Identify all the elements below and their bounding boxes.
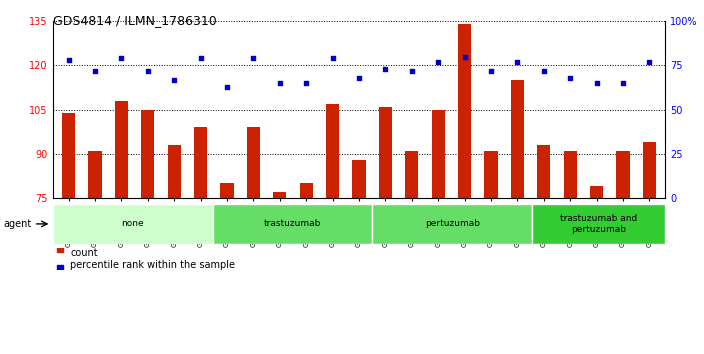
Point bbox=[512, 59, 523, 65]
Point bbox=[89, 68, 101, 74]
Point bbox=[63, 57, 75, 63]
Bar bbox=[115, 101, 128, 198]
Point bbox=[617, 80, 629, 86]
Bar bbox=[511, 80, 524, 198]
Point bbox=[353, 75, 365, 81]
Point bbox=[274, 80, 286, 86]
Bar bbox=[537, 145, 551, 198]
Point bbox=[406, 68, 417, 74]
Point bbox=[459, 54, 470, 59]
Bar bbox=[62, 113, 75, 198]
Point bbox=[54, 265, 65, 271]
Bar bbox=[532, 204, 665, 244]
Text: trastuzumab and
pertuzumab: trastuzumab and pertuzumab bbox=[560, 214, 637, 234]
Bar bbox=[353, 160, 365, 198]
Bar bbox=[220, 183, 234, 198]
Bar bbox=[432, 110, 445, 198]
Text: none: none bbox=[121, 219, 144, 228]
Text: agent: agent bbox=[4, 219, 32, 229]
Bar bbox=[484, 151, 498, 198]
Bar bbox=[326, 104, 339, 198]
Point bbox=[115, 56, 127, 61]
Bar bbox=[458, 24, 471, 198]
Point bbox=[565, 75, 576, 81]
Text: GDS4814 / ILMN_1786310: GDS4814 / ILMN_1786310 bbox=[53, 14, 217, 27]
Bar bbox=[564, 151, 577, 198]
Bar bbox=[142, 110, 154, 198]
Bar bbox=[300, 183, 313, 198]
Point bbox=[591, 80, 603, 86]
Text: count: count bbox=[70, 248, 98, 258]
Point bbox=[301, 80, 312, 86]
Bar bbox=[247, 127, 260, 198]
Point bbox=[248, 56, 259, 61]
Bar bbox=[379, 107, 392, 198]
Point bbox=[327, 56, 338, 61]
Point bbox=[380, 66, 391, 72]
Text: pertuzumab: pertuzumab bbox=[425, 219, 479, 228]
Bar bbox=[168, 145, 181, 198]
Bar bbox=[53, 204, 213, 244]
Point bbox=[221, 84, 232, 90]
Bar bbox=[590, 187, 603, 198]
Point bbox=[486, 68, 497, 74]
Bar bbox=[643, 142, 656, 198]
Point bbox=[643, 59, 655, 65]
Point bbox=[142, 68, 153, 74]
Bar bbox=[273, 192, 287, 198]
Text: trastuzumab: trastuzumab bbox=[264, 219, 321, 228]
Bar bbox=[617, 151, 629, 198]
Point bbox=[432, 59, 444, 65]
Bar bbox=[372, 204, 532, 244]
Text: percentile rank within the sample: percentile rank within the sample bbox=[70, 260, 235, 270]
Point bbox=[169, 77, 180, 82]
Point bbox=[54, 246, 65, 252]
Bar bbox=[89, 151, 101, 198]
Point bbox=[539, 68, 550, 74]
Bar bbox=[194, 127, 207, 198]
Point bbox=[195, 56, 206, 61]
Bar bbox=[213, 204, 372, 244]
Bar bbox=[406, 151, 418, 198]
